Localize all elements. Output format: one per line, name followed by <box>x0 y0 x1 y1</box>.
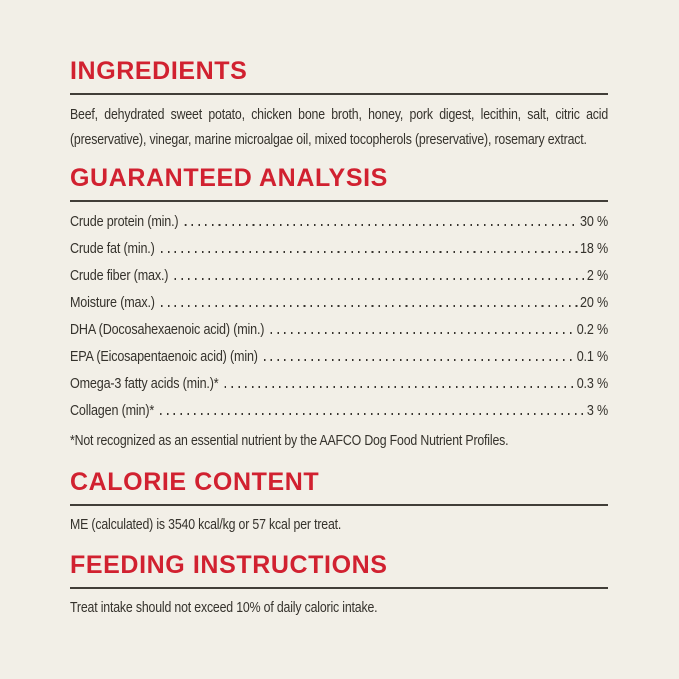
dot-leader <box>270 332 575 334</box>
section-divider <box>70 504 608 506</box>
section-calorie-content: CALORIE CONTENT ME (calculated) is 3540 … <box>70 470 608 535</box>
analysis-row: Crude fat (min.) 18 % <box>70 236 608 263</box>
dot-leader <box>160 251 578 253</box>
section-ingredients: INGREDIENTS Beef, dehydrated sweet potat… <box>70 59 608 153</box>
analysis-label: EPA (Eicosapentaenoic acid) (min) <box>70 349 258 365</box>
analysis-row: Omega-3 fatty acids (min.)* 0.3 % <box>70 371 608 398</box>
dot-leader <box>263 359 575 361</box>
analysis-value: 20 % <box>580 295 609 311</box>
aafco-footnote: *Not recognized as an essential nutrient… <box>70 433 509 449</box>
calorie-content-text: ME (calculated) is 3540 kcal/kg or 57 kc… <box>70 517 342 533</box>
section-divider <box>70 587 608 589</box>
analysis-label: Crude protein (min.) <box>70 214 179 230</box>
analysis-value: 0.3 % <box>576 376 609 392</box>
analysis-value: 0.2 % <box>576 322 609 338</box>
dot-leader <box>224 386 575 388</box>
analysis-value: 30 % <box>580 214 609 230</box>
guaranteed-analysis-title: GUARANTEED ANALYSIS <box>70 164 388 192</box>
section-divider <box>70 93 608 95</box>
analysis-value: 0.1 % <box>576 349 609 365</box>
analysis-value: 18 % <box>580 241 609 257</box>
analysis-row: Crude protein (min.) 30 % <box>70 209 608 236</box>
analysis-row: Crude fiber (max.) 2 % <box>70 263 608 290</box>
feeding-instructions-text: Treat intake should not exceed 10% of da… <box>70 600 378 616</box>
analysis-label: DHA (Docosahexaenoic acid) (min.) <box>70 322 265 338</box>
analysis-row: DHA (Docosahexaenoic acid) (min.) 0.2 % <box>70 317 608 344</box>
ingredients-title: INGREDIENTS <box>70 57 248 85</box>
analysis-row: Moisture (max.) 20 % <box>70 290 608 317</box>
dot-leader <box>174 278 585 280</box>
section-divider <box>70 200 608 202</box>
feeding-instructions-title: FEEDING INSTRUCTIONS <box>70 551 388 579</box>
analysis-label: Moisture (max.) <box>70 295 155 311</box>
analysis-value: 3 % <box>586 403 609 419</box>
analysis-label: Omega-3 fatty acids (min.)* <box>70 376 219 392</box>
ingredients-text: Beef, dehydrated sweet potato, chicken b… <box>70 107 609 148</box>
calorie-content-title: CALORIE CONTENT <box>70 468 320 496</box>
analysis-value: 2 % <box>586 268 609 284</box>
analysis-label: Collagen (min)* <box>70 403 155 419</box>
analysis-table: Crude protein (min.) 30 % Crude fat (min… <box>70 209 608 425</box>
analysis-row: EPA (Eicosapentaenoic acid) (min) 0.1 % <box>70 344 608 371</box>
dot-leader <box>160 413 585 415</box>
analysis-label: Crude fat (min.) <box>70 241 155 257</box>
analysis-label: Crude fiber (max.) <box>70 268 169 284</box>
analysis-row: Collagen (min)* 3 % <box>70 398 608 425</box>
dot-leader <box>184 224 578 226</box>
section-feeding-instructions: FEEDING INSTRUCTIONS Treat intake should… <box>70 553 608 618</box>
dot-leader <box>160 305 578 307</box>
section-guaranteed-analysis: GUARANTEED ANALYSIS Crude protein (min.)… <box>70 166 608 450</box>
